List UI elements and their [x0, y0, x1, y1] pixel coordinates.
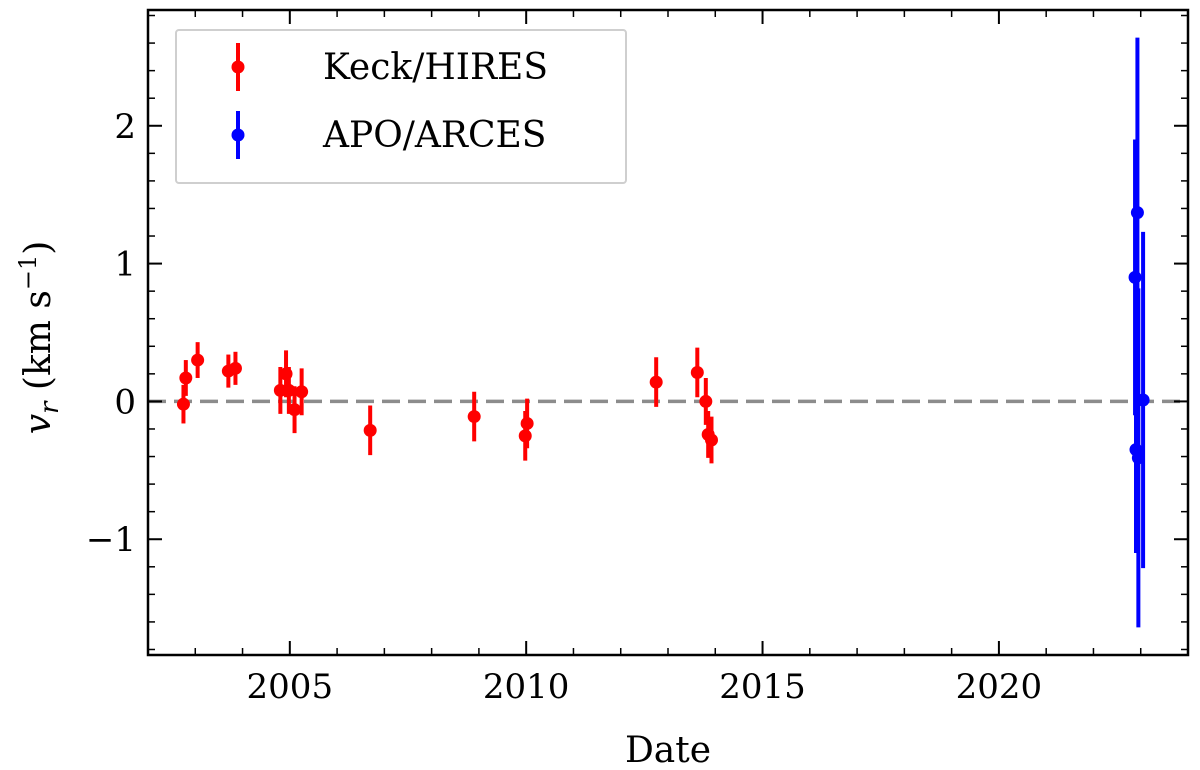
series-apo-arces [1128, 37, 1150, 628]
y-tick-label: 1 [114, 245, 136, 285]
data-point [288, 403, 302, 417]
data-point [282, 383, 296, 397]
data-point [1128, 270, 1142, 284]
data-point [690, 365, 704, 379]
y-tick-label: −1 [86, 520, 136, 560]
x-tick-label: 2015 [719, 667, 806, 707]
data-layer [148, 37, 1188, 628]
y-tick-label: 2 [114, 107, 136, 147]
y-axis-label-exponent: −1 [14, 255, 42, 290]
data-point [649, 375, 663, 389]
data-point [1130, 206, 1144, 220]
y-axis-label-unit: (km s [18, 290, 59, 390]
data-point [228, 361, 242, 375]
y-axis-label-subscript: r [35, 400, 65, 414]
svg-text:vr (km s−1): vr (km s−1) [14, 241, 65, 435]
data-point [520, 416, 534, 430]
legend-marker [231, 128, 245, 142]
y-axis-label-close: ) [18, 241, 59, 255]
x-tick-label: 2010 [483, 667, 570, 707]
y-tick-label: 0 [114, 382, 136, 422]
data-point [176, 397, 190, 411]
data-point [191, 353, 205, 367]
legend-item: Keck/HIRES [231, 43, 548, 91]
data-point [467, 410, 481, 424]
data-point [699, 394, 713, 408]
series-keck-hires [176, 342, 718, 464]
y-axis-label-symbol: v [18, 414, 59, 434]
x-axis-label: Date [625, 730, 711, 770]
y-axis-label: vr (km s−1) [14, 241, 65, 435]
legend-box [175, 29, 627, 184]
data-point [295, 385, 309, 399]
x-tick-label: 2020 [956, 667, 1043, 707]
axes-layer: 2005 2010 2015 2020 −1 0 1 2 [86, 8, 1190, 707]
legend-label: APO/ARCES [322, 115, 546, 156]
x-tick-label: 2005 [247, 667, 334, 707]
data-point [179, 371, 193, 385]
legend-marker [231, 60, 245, 74]
data-point [704, 433, 718, 447]
data-point [1136, 393, 1150, 407]
legend: Keck/HIRES APO/ARCES [175, 29, 627, 184]
data-point [363, 423, 377, 437]
legend-label: Keck/HIRES [323, 47, 548, 88]
legend-item: APO/ARCES [231, 111, 546, 159]
